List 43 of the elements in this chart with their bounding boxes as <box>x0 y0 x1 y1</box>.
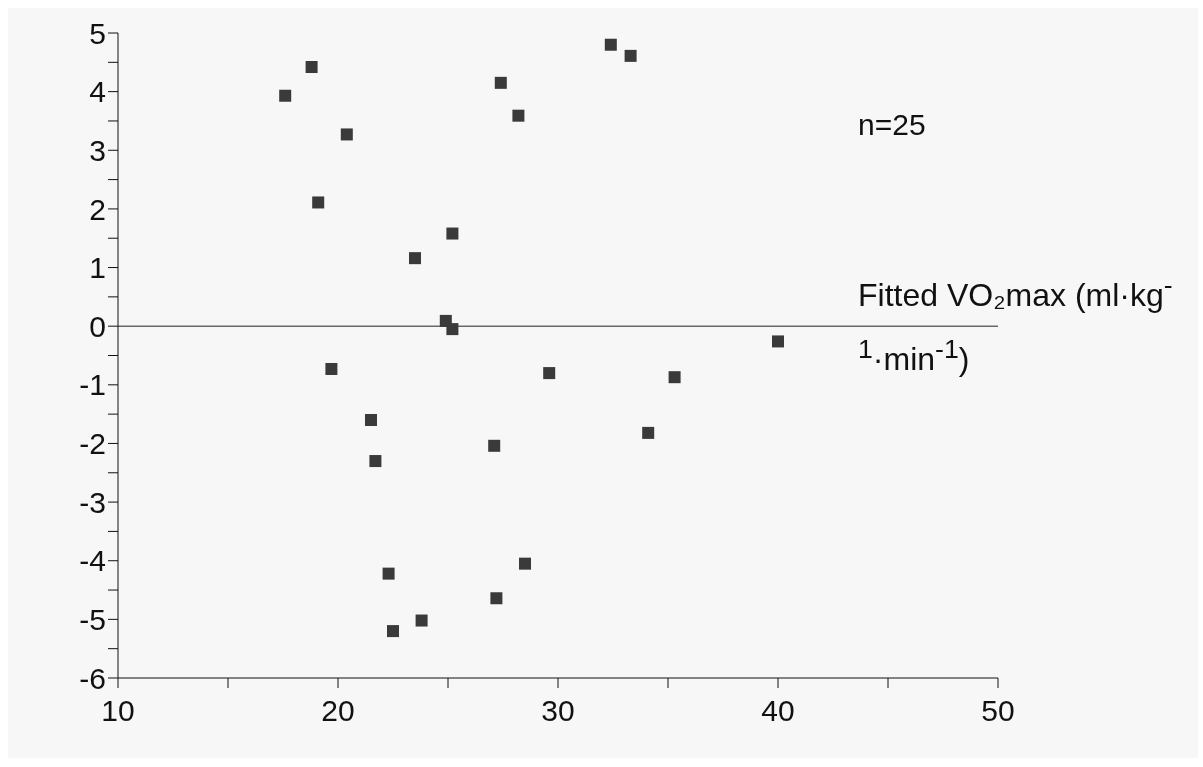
point <box>409 252 421 265</box>
text: Fitted VO₂max (ml·kg$^{-}$$^{1}$·min$^{-1}$) <box>858 270 1173 377</box>
y-tick-label: 4 <box>89 75 106 109</box>
y-tick-label: 5 <box>89 16 106 50</box>
y-tick-label: 2 <box>89 192 106 226</box>
y-tick-label: -1 <box>79 368 106 402</box>
point <box>604 38 617 51</box>
y-tick-label: -3 <box>79 485 106 519</box>
point <box>488 439 501 452</box>
point <box>642 426 655 439</box>
point <box>519 557 531 570</box>
x-tick-label: 50 <box>981 694 1015 728</box>
point <box>305 61 318 74</box>
point <box>446 227 459 240</box>
y-tick-label: -2 <box>79 427 106 461</box>
y-tick-label: 1 <box>89 251 106 285</box>
point <box>624 49 637 62</box>
point <box>543 367 556 380</box>
point <box>512 109 525 122</box>
point <box>668 371 681 384</box>
x-tick-label: 40 <box>761 694 795 728</box>
point <box>415 614 428 627</box>
x-tick-label: 20 <box>321 694 355 728</box>
y-tick-label: -5 <box>79 603 106 637</box>
point <box>387 625 399 638</box>
point <box>279 89 292 102</box>
y-tick-label: -4 <box>79 544 106 578</box>
y-tick-label: -6 <box>79 661 106 695</box>
point <box>325 362 338 375</box>
point <box>340 128 353 141</box>
point <box>490 592 503 605</box>
point <box>365 414 377 426</box>
point <box>312 196 325 209</box>
point <box>382 567 395 580</box>
x-tick-label: 30 <box>541 694 575 728</box>
point <box>494 76 507 89</box>
point <box>369 455 382 468</box>
point <box>772 335 784 348</box>
annotation: n=25 <box>858 108 926 142</box>
y-tick-label: 3 <box>89 133 106 167</box>
y-tick-label: 0 <box>89 309 106 343</box>
x-tick-label: 10 <box>101 694 135 728</box>
point <box>446 323 459 336</box>
